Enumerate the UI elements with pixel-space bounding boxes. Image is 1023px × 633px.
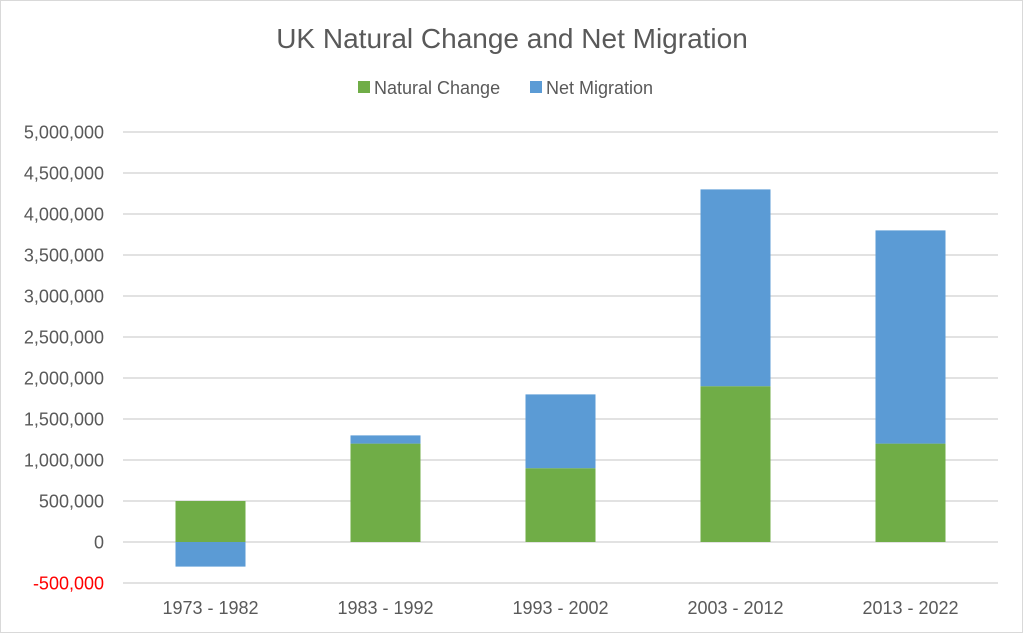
y-tick-label: -500,000 (33, 574, 104, 594)
bar-net-migration (700, 189, 771, 387)
y-tick-label: 5,000,000 (24, 123, 104, 143)
bar-natural-change (525, 468, 596, 542)
chart-title: UK Natural Change and Net Migration (276, 23, 748, 54)
x-tick-label: 1983 - 1992 (337, 598, 433, 618)
legend-item: Net Migration (530, 78, 653, 98)
legend-label: Natural Change (374, 78, 500, 98)
x-tick-label: 1973 - 1982 (162, 598, 258, 618)
y-tick-label: 3,500,000 (24, 246, 104, 266)
legend-swatch (530, 81, 542, 93)
y-tick-label: 2,500,000 (24, 328, 104, 348)
bar-natural-change (350, 443, 421, 542)
y-tick-label: 4,000,000 (24, 205, 104, 225)
legend-item: Natural Change (358, 78, 500, 98)
legend-swatch (358, 81, 370, 93)
x-tick-label: 1993 - 2002 (512, 598, 608, 618)
x-tick-label: 2013 - 2022 (862, 598, 958, 618)
bar-net-migration (350, 435, 421, 444)
y-tick-label: 0 (94, 533, 104, 553)
y-tick-label: 1,000,000 (24, 451, 104, 471)
x-tick-label: 2003 - 2012 (687, 598, 783, 618)
legend-label: Net Migration (546, 78, 653, 98)
bar-net-migration (875, 230, 946, 444)
y-tick-label: 500,000 (39, 492, 104, 512)
y-axis-ticks: -500,000 0 500,000 1,000,000 1,500,000 2,000,… (24, 123, 104, 594)
y-tick-label: 1,500,000 (24, 410, 104, 430)
x-axis-ticks: 1973 - 1982 1983 - 1992 1993 - 2002 2003 - … (162, 598, 958, 618)
bar-natural-change (875, 443, 946, 542)
bar-natural-change (700, 386, 771, 542)
bars (175, 189, 946, 567)
bar-net-migration (525, 394, 596, 469)
y-tick-label: 4,500,000 (24, 164, 104, 184)
y-tick-label: 3,000,000 (24, 287, 104, 307)
bar-net-migration (175, 542, 246, 567)
bar-natural-change (175, 501, 246, 542)
legend: Natural Change Net Migration (358, 78, 653, 98)
y-tick-label: 2,000,000 (24, 369, 104, 389)
